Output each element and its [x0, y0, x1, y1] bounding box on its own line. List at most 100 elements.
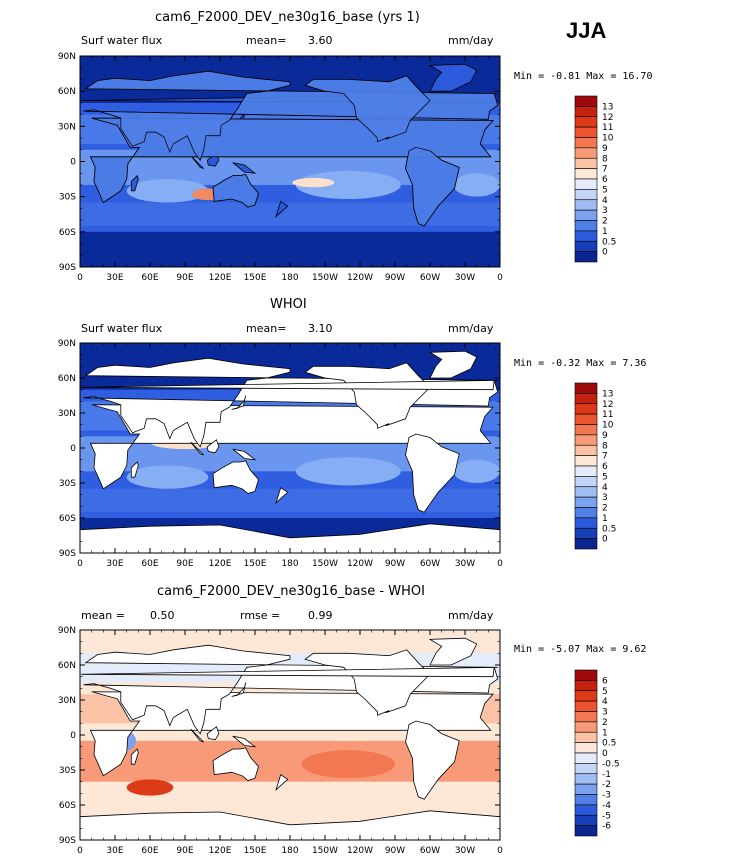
colorbar-label: 9	[602, 144, 608, 154]
colorbar-label: 7	[602, 165, 608, 175]
lon-label: 150E	[244, 846, 267, 856]
panel-3-rmse-value: 0.99	[308, 609, 333, 622]
lon-label: 90W	[385, 559, 405, 569]
lat-label: 0	[70, 731, 76, 741]
ocean-band	[80, 202, 500, 226]
lon-label: 90E	[176, 273, 193, 283]
colorbar-label: 5	[602, 185, 608, 195]
colorbar-swatch	[574, 496, 598, 508]
colorbar-label: 6	[602, 462, 608, 472]
colorbar-swatch	[574, 731, 598, 743]
lat-label: 60N	[58, 374, 76, 384]
panel-2-units: mm/day	[448, 322, 494, 335]
continent-uk	[81, 379, 498, 391]
lon-label: 0	[77, 559, 83, 569]
colorbar-label: 0.5	[602, 524, 616, 534]
panel-2-left-label: Surf water flux	[81, 322, 163, 335]
colorbar-swatch	[574, 251, 598, 263]
lon-label: 120W	[347, 273, 373, 283]
panel-3-mean-label: mean =	[81, 609, 125, 622]
lon-label: 0	[497, 559, 503, 569]
colorbar-swatch	[574, 814, 598, 826]
colorbar-label: 6	[602, 676, 608, 686]
colorbar-swatch	[574, 742, 598, 754]
continent-australia-shaded	[212, 173, 259, 208]
lat-label: 90S	[59, 263, 76, 273]
colorbar-swatch	[574, 137, 598, 149]
colorbar-swatch	[574, 199, 598, 211]
colorbar-swatch	[574, 465, 598, 477]
lon-label: 120E	[209, 559, 232, 569]
season-label: JJA	[566, 18, 607, 43]
colorbar-swatch	[574, 507, 598, 519]
colorbar-swatch	[574, 240, 598, 252]
subtropical-high	[295, 457, 401, 486]
lat-label: 30S	[59, 193, 76, 203]
panel-2-minmax: Min = -0.32 Max = 7.36	[514, 358, 647, 369]
colorbar-label: 2	[602, 718, 608, 728]
lon-label: 120E	[209, 273, 232, 283]
colorbar-swatch	[574, 825, 598, 837]
continent-australia	[212, 747, 259, 781]
colorbar-label: 3	[602, 708, 608, 718]
subtropical-high	[295, 170, 401, 200]
colorbar-label: 13	[602, 102, 613, 112]
subtropical-high	[453, 459, 500, 484]
continent-newZealand	[275, 487, 289, 505]
continent-newGuinea	[232, 735, 257, 748]
colorbar-label: 0.5	[602, 739, 616, 749]
colorbar-swatch	[574, 700, 598, 712]
colorbar-label: 4	[602, 483, 608, 493]
lon-label: 90W	[385, 273, 405, 283]
colorbar-label: 5	[602, 687, 608, 697]
continent-northAmerica-shaded	[304, 75, 431, 143]
lon-label: 0	[77, 273, 83, 283]
colorbar-swatch	[574, 773, 598, 785]
continent-greenland	[428, 637, 478, 666]
colorbar-swatch	[574, 721, 598, 733]
panel-2-title: WHOI	[270, 297, 307, 312]
panel-3-minmax: Min = -5.07 Max = 9.62	[514, 644, 647, 655]
lat-label: 0	[70, 158, 76, 168]
continent-madagascar	[130, 748, 139, 765]
subtropical-high	[453, 173, 500, 197]
continent-northAmerica	[304, 362, 431, 429]
continent-uk	[81, 666, 498, 678]
continent-newGuinea	[232, 162, 257, 174]
colorbar-swatch	[574, 804, 598, 816]
colorbar-label: -5	[602, 811, 611, 821]
colorbar-label: 2	[602, 504, 608, 514]
lon-label: 60W	[420, 846, 440, 856]
colorbar-label: 0	[602, 248, 608, 258]
lon-label: 0	[497, 273, 503, 283]
colorbar-label: 5	[602, 472, 608, 482]
colorbar-swatch	[574, 106, 598, 118]
lon-label: 90E	[176, 846, 193, 856]
colorbar-swatch	[574, 157, 598, 169]
panel-1-left-label: Surf water flux	[81, 34, 163, 47]
colorbar-swatch	[574, 95, 598, 107]
continent-northAmerica	[304, 649, 431, 716]
map-field-2	[80, 343, 500, 553]
lat-label: 90S	[59, 549, 76, 559]
colorbar-label: 7	[602, 452, 608, 462]
colorbar-label: 1	[602, 728, 608, 738]
lat-label: 60S	[59, 514, 76, 524]
colorbar-swatch	[574, 168, 598, 180]
panel-1-units: mm/day	[448, 34, 494, 47]
colorbar-swatch	[574, 393, 598, 405]
subtropical-high	[126, 465, 209, 489]
continent-southAmerica-shaded	[405, 146, 460, 227]
lat-label: 60N	[58, 661, 76, 671]
continent-madagascar	[130, 174, 139, 192]
lon-label: 90W	[385, 846, 405, 856]
colorbar-swatch	[574, 680, 598, 692]
lon-label: 60E	[141, 559, 158, 569]
lon-label: 60W	[420, 559, 440, 569]
continent-antarctica	[80, 810, 500, 840]
colorbar-label: 0	[602, 535, 608, 545]
lon-label: 150E	[244, 273, 267, 283]
continent-sumatra	[190, 155, 204, 169]
